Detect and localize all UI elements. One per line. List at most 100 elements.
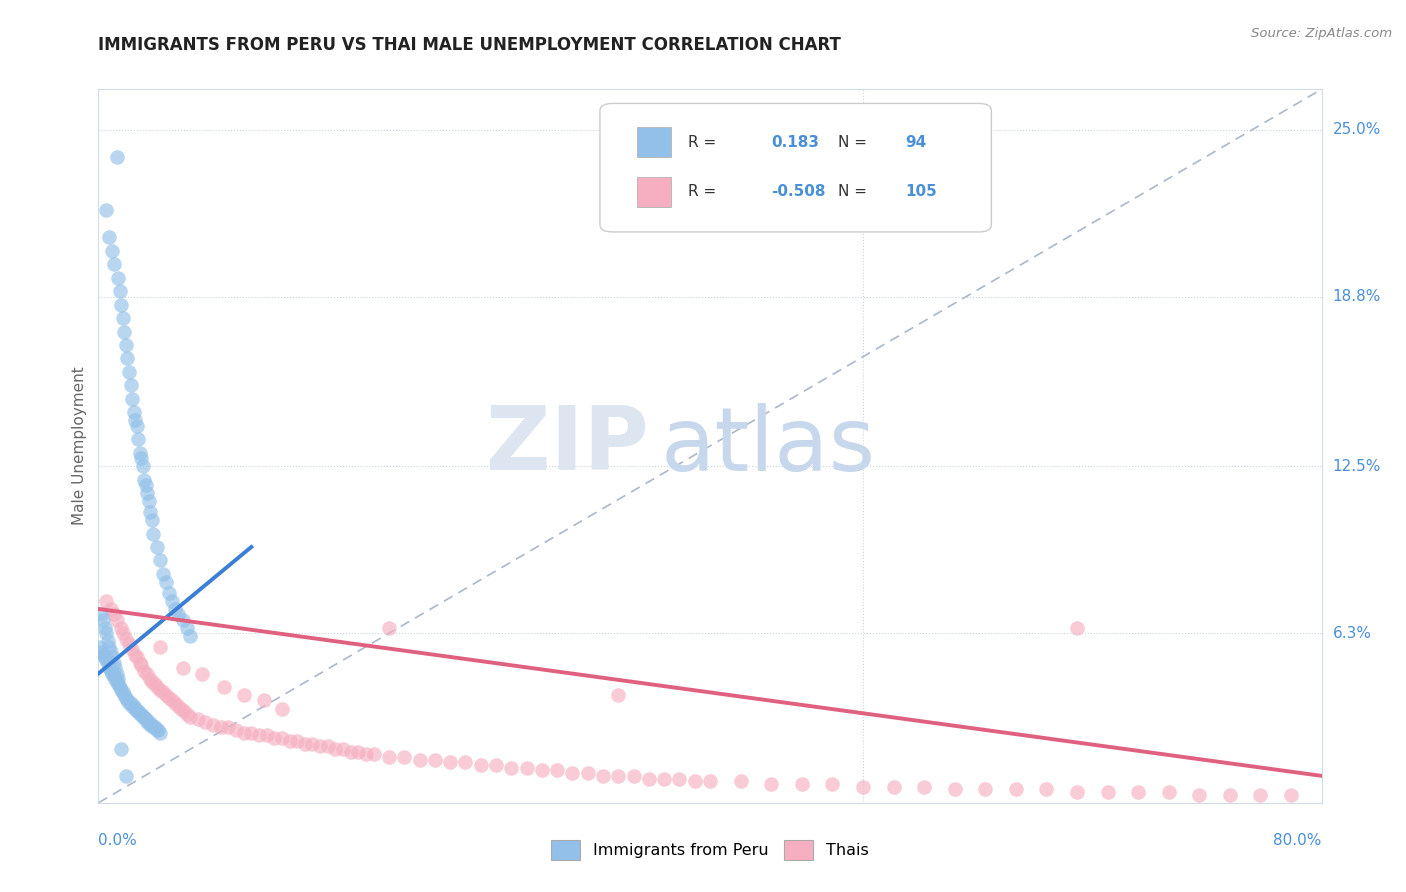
Point	[100, 645, 122, 659]
Point	[316, 739, 339, 754]
Point	[118, 637, 141, 651]
Point	[263, 731, 285, 746]
Point	[285, 734, 308, 748]
Point	[111, 626, 134, 640]
Legend: Immigrants from Peru, Thais: Immigrants from Peru, Thais	[546, 834, 875, 866]
Point	[145, 723, 167, 737]
Point	[1097, 785, 1119, 799]
Point	[139, 672, 162, 686]
Point	[173, 704, 195, 718]
Point	[247, 729, 270, 743]
Point	[128, 706, 150, 721]
Point	[104, 661, 127, 675]
Point	[163, 696, 186, 710]
Text: IMMIGRANTS FROM PERU VS THAI MALE UNEMPLOYMENT CORRELATION CHART: IMMIGRANTS FROM PERU VS THAI MALE UNEMPL…	[98, 36, 841, 54]
Point	[1128, 785, 1150, 799]
Point	[176, 621, 198, 635]
Point	[149, 640, 172, 654]
Point	[194, 714, 217, 729]
Point	[98, 640, 121, 654]
Point	[127, 432, 149, 446]
Point	[339, 745, 361, 759]
Point	[110, 682, 132, 697]
Point	[94, 594, 117, 608]
Point	[120, 378, 142, 392]
Point	[117, 693, 139, 707]
Point	[128, 656, 150, 670]
Text: Source: ZipAtlas.com: Source: ZipAtlas.com	[1251, 27, 1392, 40]
Point	[121, 698, 143, 713]
Point	[637, 772, 661, 786]
Text: atlas: atlas	[661, 402, 876, 490]
Point	[668, 772, 690, 786]
Text: N =: N =	[838, 135, 868, 150]
Text: -0.508: -0.508	[772, 185, 825, 200]
Point	[110, 742, 132, 756]
Point	[136, 486, 159, 500]
FancyBboxPatch shape	[637, 177, 671, 207]
Point	[100, 664, 122, 678]
Text: 25.0%: 25.0%	[1333, 122, 1381, 137]
Point	[576, 766, 599, 780]
Text: 0.0%: 0.0%	[98, 833, 138, 848]
Point	[91, 648, 114, 662]
Point	[111, 685, 134, 699]
Point	[101, 244, 124, 258]
Point	[485, 758, 508, 772]
Text: 12.5%: 12.5%	[1333, 458, 1381, 474]
Point	[1219, 788, 1241, 802]
Point	[149, 726, 172, 740]
Y-axis label: Male Unemployment: Male Unemployment	[72, 367, 87, 525]
Point	[821, 777, 844, 791]
Point	[103, 656, 125, 670]
Point	[301, 737, 323, 751]
Point	[108, 284, 131, 298]
Point	[912, 780, 935, 794]
Text: R =: R =	[688, 135, 716, 150]
Point	[94, 203, 117, 218]
Point	[97, 656, 120, 670]
Point	[163, 602, 186, 616]
Point	[145, 680, 167, 694]
Point	[176, 706, 198, 721]
Point	[128, 446, 150, 460]
Point	[110, 298, 132, 312]
Point	[155, 574, 177, 589]
Point	[160, 693, 183, 707]
Point	[118, 696, 141, 710]
Point	[105, 666, 128, 681]
Point	[270, 731, 292, 746]
Point	[378, 750, 401, 764]
Point	[592, 769, 614, 783]
Point	[94, 626, 117, 640]
Point	[179, 709, 201, 723]
Point	[115, 769, 138, 783]
Point	[187, 712, 209, 726]
Point	[325, 742, 347, 756]
Point	[852, 780, 875, 794]
Point	[117, 351, 139, 366]
Point	[157, 586, 180, 600]
Point	[142, 526, 165, 541]
Point	[101, 650, 124, 665]
Point	[378, 621, 401, 635]
Point	[120, 696, 142, 710]
Point	[607, 688, 630, 702]
Point	[167, 607, 190, 622]
Point	[149, 682, 172, 697]
Point	[112, 688, 135, 702]
Point	[172, 661, 194, 675]
Point	[623, 769, 645, 783]
Point	[129, 658, 152, 673]
Point	[1066, 621, 1088, 635]
Text: 80.0%: 80.0%	[1274, 833, 1322, 848]
Point	[142, 720, 165, 734]
Point	[217, 720, 239, 734]
Point	[115, 338, 138, 352]
Point	[124, 413, 146, 427]
Point	[105, 674, 128, 689]
Point	[136, 714, 159, 729]
Text: 18.8%: 18.8%	[1333, 289, 1381, 304]
Point	[152, 685, 174, 699]
Point	[1066, 785, 1088, 799]
